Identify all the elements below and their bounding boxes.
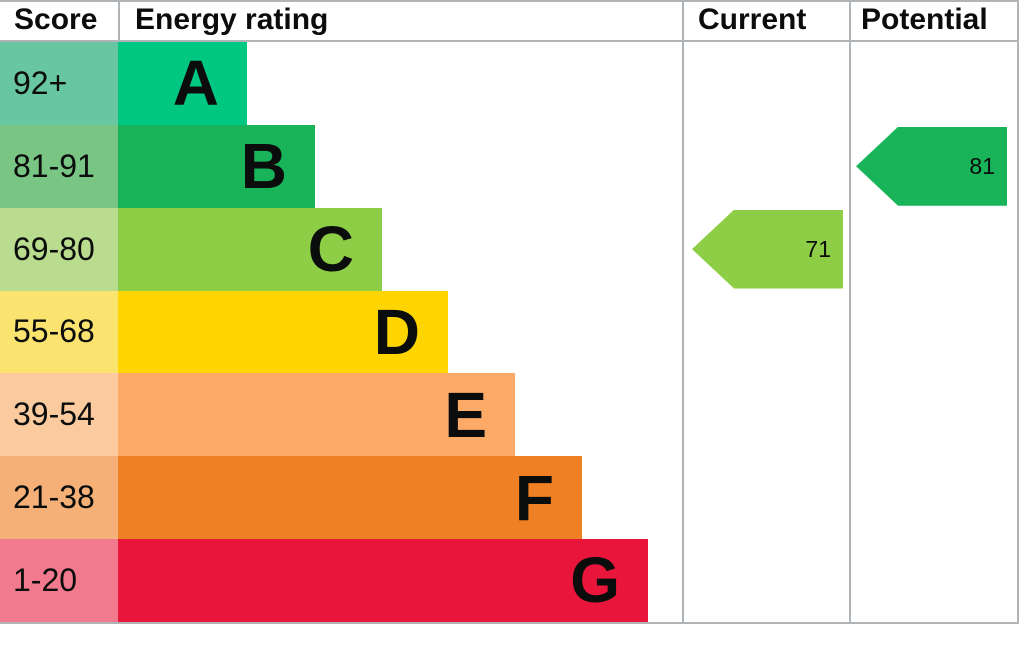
band-letter: G bbox=[570, 544, 620, 617]
band-letter: C bbox=[307, 213, 354, 286]
table-right-border bbox=[1017, 0, 1019, 624]
rating-bands: 92+ A 81-91 B 69-80 C 55-68 D 39-54 bbox=[0, 42, 1024, 622]
current-rating-value: 71 bbox=[805, 235, 831, 262]
score-range-label: 55-68 bbox=[0, 290, 118, 374]
rating-band-row: 1-20 G bbox=[0, 539, 1024, 622]
table-top-border bbox=[0, 0, 1019, 2]
band-letter: B bbox=[240, 130, 287, 203]
rating-band-bar: B bbox=[118, 124, 315, 208]
rating-band-row: 69-80 C bbox=[0, 207, 1024, 291]
rating-band-bar: E bbox=[118, 373, 515, 457]
column-header-current: Current bbox=[698, 3, 807, 36]
rating-band-bar: A bbox=[118, 42, 247, 125]
rating-band-bar: F bbox=[118, 456, 582, 540]
rating-band-bar: D bbox=[118, 290, 448, 374]
score-range-label: 1-20 bbox=[0, 539, 118, 622]
band-letter: A bbox=[172, 47, 219, 120]
score-column-divider bbox=[118, 0, 120, 42]
table-bottom-border bbox=[0, 622, 1019, 624]
score-range-label: 69-80 bbox=[0, 207, 118, 291]
score-range-label: 92+ bbox=[0, 42, 118, 125]
score-range-label: 81-91 bbox=[0, 124, 118, 208]
rating-band-row: 21-38 F bbox=[0, 456, 1024, 540]
column-header-potential: Potential bbox=[861, 3, 988, 36]
potential-rating-value: 81 bbox=[969, 152, 995, 179]
header-bottom-border bbox=[0, 40, 1019, 42]
potential-column-divider bbox=[849, 0, 851, 624]
band-letter: E bbox=[444, 378, 487, 451]
current-column-divider bbox=[682, 0, 684, 624]
band-letter: D bbox=[373, 295, 420, 368]
column-header-score: Score bbox=[14, 3, 98, 36]
rating-band-row: 55-68 D bbox=[0, 290, 1024, 374]
rating-band-row: 81-91 B bbox=[0, 124, 1024, 208]
score-range-label: 21-38 bbox=[0, 456, 118, 540]
rating-band-bar: G bbox=[118, 539, 648, 622]
band-letter: F bbox=[514, 461, 554, 534]
score-range-label: 39-54 bbox=[0, 373, 118, 457]
rating-band-bar: C bbox=[118, 207, 382, 291]
column-header-energy-rating: Energy rating bbox=[135, 3, 329, 36]
rating-band-row: 92+ A bbox=[0, 42, 1024, 125]
rating-band-row: 39-54 E bbox=[0, 373, 1024, 457]
